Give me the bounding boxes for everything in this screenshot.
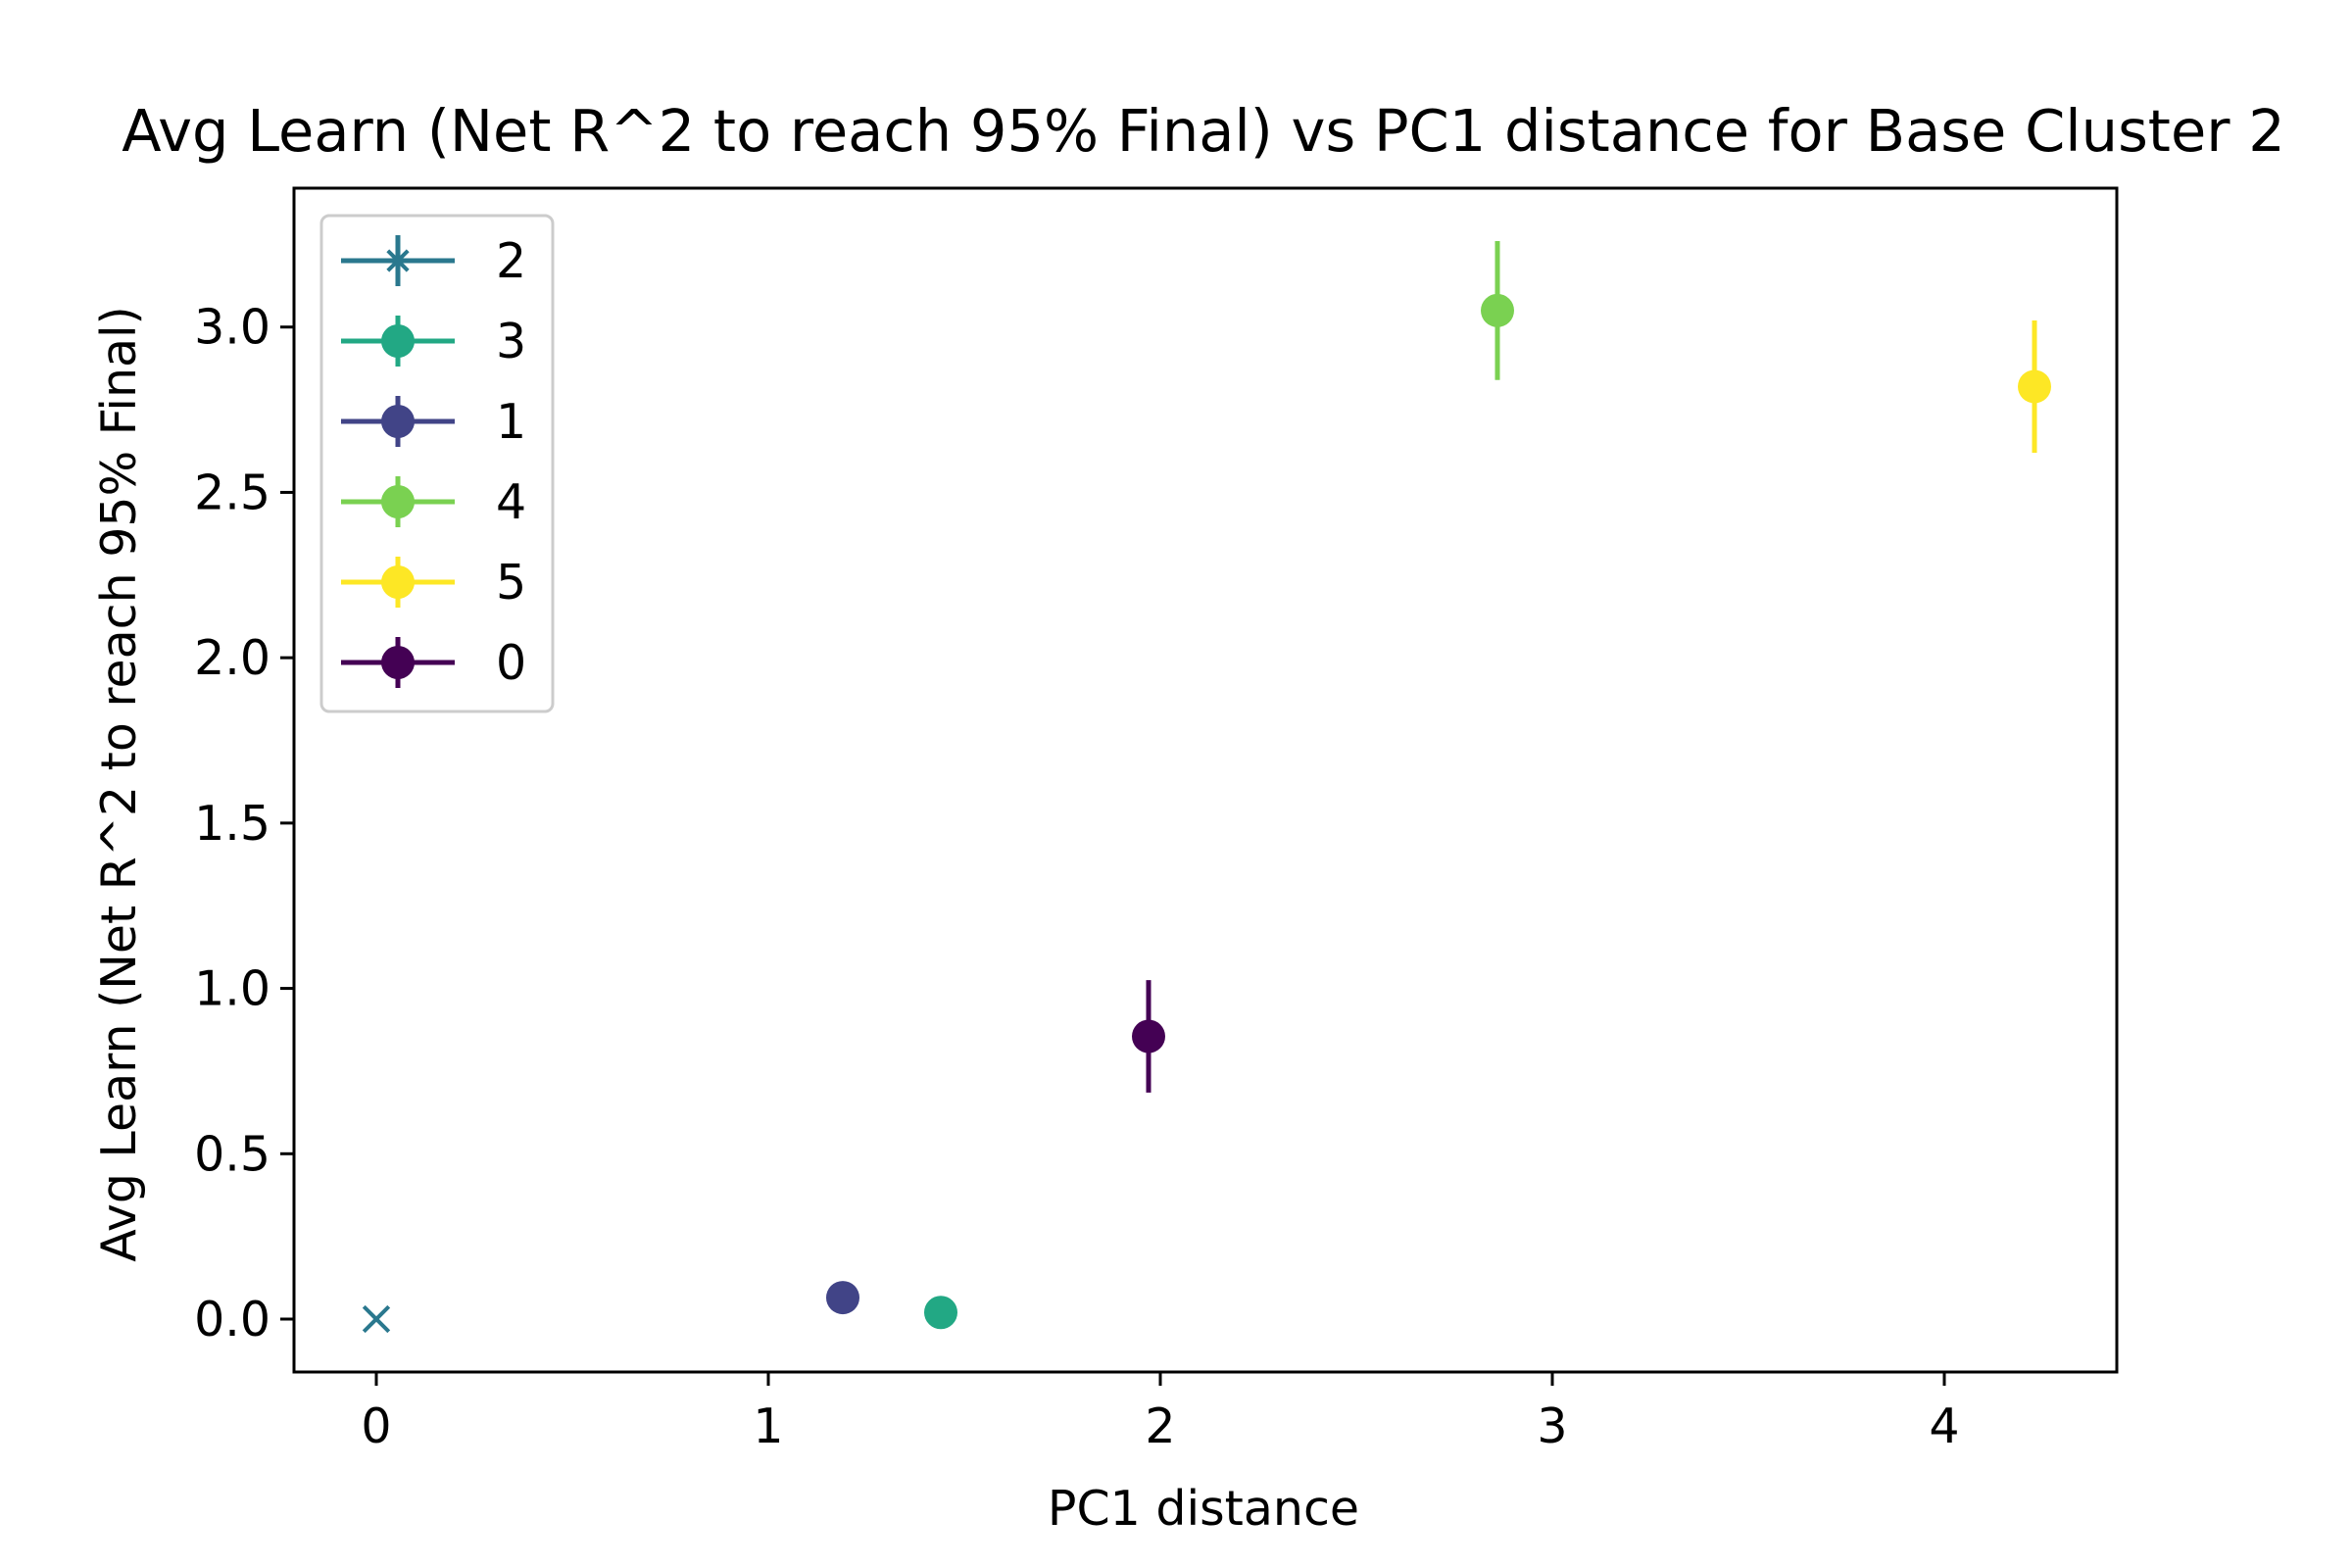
- legend-item-5: 5: [341, 555, 526, 611]
- y-tick-label: 1.0: [194, 961, 270, 1017]
- legend-label: 3: [496, 314, 526, 369]
- data-point: [1481, 293, 1514, 327]
- x-axis-label: PC1 distance: [1048, 1481, 1359, 1537]
- x-tick-label: 1: [753, 1398, 783, 1454]
- legend-label: 0: [496, 635, 526, 691]
- legend-item-3: 3: [341, 314, 526, 369]
- x-axis: 0 1 2 3 4: [361, 1372, 1960, 1454]
- plot-area: [292, 186, 2119, 1374]
- legend-item-1: 1: [341, 394, 526, 450]
- series-1: [826, 1281, 859, 1315]
- legend-label: 2: [496, 233, 526, 289]
- y-tick-label: 2.5: [194, 465, 270, 520]
- legend-marker: [381, 324, 415, 358]
- y-tick-label: 3.0: [194, 300, 270, 356]
- series-0: [1132, 980, 1165, 1093]
- legend: 2 3 1 4 5 0: [319, 214, 555, 713]
- legend-label: 4: [496, 474, 526, 530]
- y-tick-label: 0.5: [194, 1126, 270, 1182]
- plot-frame: [292, 186, 2119, 1374]
- legend-marker: [381, 485, 415, 518]
- x-tick-label: 4: [1929, 1398, 1959, 1454]
- y-axis-label: Avg Learn (Net R^2 to reach 95% Final): [91, 306, 147, 1262]
- legend-label: 1: [496, 394, 526, 450]
- x-tick-label: 2: [1145, 1398, 1175, 1454]
- data-point: [826, 1281, 859, 1315]
- y-tick-label: 2.0: [194, 630, 270, 686]
- series-5: [2018, 319, 2051, 453]
- legend-item-0: 0: [341, 635, 526, 691]
- y-axis: 0.0 0.5 1.0 1.5 2.0 2.5 3.0: [194, 300, 294, 1348]
- data-point: [924, 1296, 957, 1330]
- data-point-stroke-b: [362, 1304, 391, 1334]
- legend-label: 5: [496, 555, 526, 611]
- x-tick-label: 0: [361, 1398, 391, 1454]
- data-point: [1132, 1019, 1165, 1054]
- series-layer: [362, 240, 2051, 1334]
- y-tick-label: 0.0: [194, 1292, 270, 1348]
- series-2: [362, 1304, 391, 1334]
- chart-title: Avg Learn (Net R^2 to reach 95% Final) v…: [122, 97, 2285, 165]
- x-tick-label: 3: [1537, 1398, 1567, 1454]
- series-3: [924, 1296, 957, 1330]
- series-4: [1481, 240, 1514, 380]
- y-tick-label: 1.5: [194, 796, 270, 852]
- legend-marker: [381, 565, 415, 599]
- legend-marker-ray: [386, 249, 410, 272]
- legend-item-4: 4: [341, 474, 526, 530]
- legend-item-2: 2: [341, 233, 526, 289]
- legend-marker: [381, 646, 415, 679]
- data-point: [2018, 369, 2051, 404]
- legend-marker: [381, 405, 415, 438]
